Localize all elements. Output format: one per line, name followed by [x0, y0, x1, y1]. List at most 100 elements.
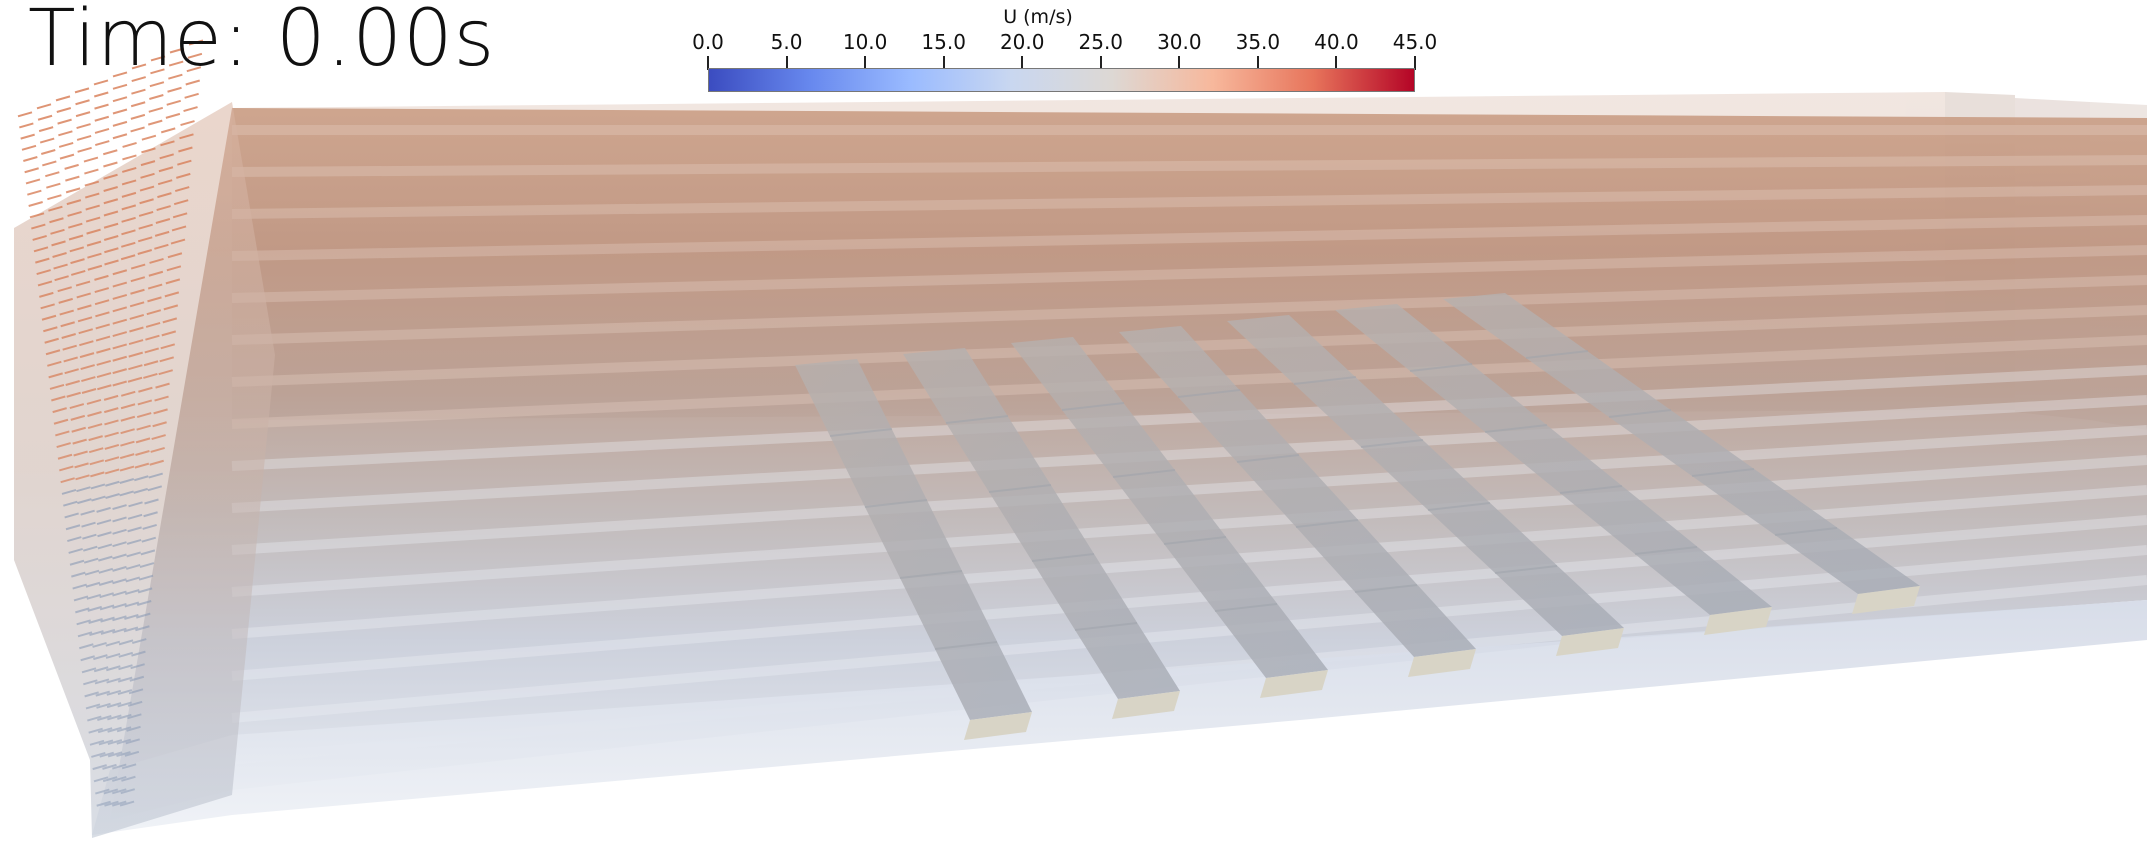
- inlet-velocity-arrow: [19, 122, 34, 129]
- inlet-velocity-arrow: [43, 326, 58, 333]
- plate-shade-line: [945, 415, 1009, 424]
- colorbar-title: U (m/s): [1003, 6, 1073, 28]
- inlet-velocity-arrow: [85, 216, 101, 223]
- inlet-velocity-arrow: [82, 533, 97, 540]
- inlet-velocity-arrow: [65, 380, 80, 386]
- inlet-velocity-arrow: [168, 73, 183, 80]
- inlet-velocity-arrow: [89, 630, 104, 637]
- inlet-velocity-arrow: [127, 700, 143, 707]
- inlet-velocity-arrow: [37, 280, 53, 287]
- inlet-velocity-arrow: [112, 281, 128, 288]
- inlet-velocity-arrow: [59, 309, 74, 316]
- inclined-plate: [1335, 304, 1772, 615]
- inlet-velocity-arrow: [150, 446, 165, 453]
- inlet-velocity-arrow: [70, 270, 86, 276]
- inlet-velocity-arrow: [112, 355, 127, 362]
- inlet-velocity-arrow: [97, 384, 112, 391]
- inlet-velocity-arrow: [21, 144, 37, 151]
- inlet-velocity-arrow: [120, 415, 136, 422]
- inlet-velocity-arrow: [66, 199, 82, 206]
- inlet-velocity-arrow: [95, 335, 111, 342]
- inlet-velocity-arrow: [17, 111, 33, 118]
- inlet-velocity-arrow: [103, 161, 118, 168]
- inlet-velocity-arrow: [48, 372, 63, 379]
- inlet-velocity-arrow: [97, 543, 113, 550]
- inlet-velocity-arrow: [83, 557, 99, 564]
- inlet-velocity-arrow: [158, 369, 173, 376]
- inlet-velocity-arrow: [144, 347, 160, 354]
- inlet-velocity-arrow: [129, 313, 145, 320]
- inlet-velocity-arrow: [50, 228, 65, 235]
- inlet-velocity-arrow: [39, 137, 55, 144]
- inlet-velocity-arrow: [100, 616, 115, 623]
- inlet-velocity-arrow: [96, 372, 112, 379]
- inlet-velocity-arrow: [135, 437, 151, 444]
- inlet-velocity-arrow: [96, 506, 111, 513]
- inlet-velocity-arrow: [166, 99, 181, 106]
- inlet-velocity-arrow: [27, 189, 42, 196]
- inlet-velocity-arrow: [45, 171, 60, 178]
- inlet-velocity-arrow: [119, 478, 135, 484]
- inlet-velocity-arrow: [58, 130, 73, 137]
- inlet-velocity-arrow: [140, 172, 155, 179]
- inlet-velocity-arrow: [134, 462, 150, 469]
- inlet-velocity-arrow: [69, 246, 85, 253]
- inlet-velocity-arrow: [99, 592, 114, 599]
- inlet-velocity-arrow: [168, 60, 184, 67]
- slice-layer-line: [231, 365, 2147, 471]
- inlet-velocity-arrow: [55, 430, 70, 437]
- inlet-velocity-arrow: [85, 204, 100, 211]
- inlet-velocity-arrow: [138, 574, 154, 581]
- inlet-velocity-arrow: [104, 247, 119, 254]
- inlet-velocity-arrow: [103, 235, 119, 241]
- inlet-velocity-arrow: [62, 344, 77, 351]
- inlet-velocity-arrow: [103, 222, 119, 229]
- slice-layer-line: [231, 395, 2147, 513]
- inlet-velocity-arrow: [97, 727, 113, 734]
- inlet-velocity-arrows: [17, 39, 204, 807]
- inlet-velocity-arrow: [94, 103, 109, 110]
- inlet-velocity-arrow: [138, 210, 154, 217]
- inlet-velocity-arrow: [112, 331, 128, 338]
- inlet-velocity-arrow: [24, 167, 39, 174]
- inlet-velocity-arrow: [135, 450, 150, 456]
- inlet-velocity-arrow: [112, 269, 128, 276]
- inlet-velocity-arrow: [169, 47, 185, 54]
- inlet-velocity-arrow: [167, 252, 183, 259]
- inlet-velocity-arrow: [166, 265, 182, 272]
- inlet-velocity-arrow: [107, 739, 123, 746]
- inlet-velocity-arrow: [86, 228, 101, 235]
- inlet-velocity-arrow: [119, 800, 135, 807]
- inclined-plate: [795, 359, 1032, 720]
- inlet-velocity-arrow: [131, 88, 146, 95]
- inlet-velocity-arrow: [77, 304, 92, 311]
- inlet-velocity-arrow: [119, 453, 135, 460]
- inlet-velocity-arrow: [136, 424, 151, 431]
- inlet-velocity-arrow: [124, 750, 140, 757]
- inlet-velocity-arrow: [133, 475, 149, 482]
- inlet-velocity-arrow: [179, 133, 194, 140]
- inlet-velocity-arrow: [73, 595, 89, 602]
- inlet-velocity-arrow: [96, 702, 111, 709]
- inlet-velocity-arrow: [68, 234, 84, 241]
- inlet-velocity-arrow: [67, 210, 82, 217]
- inlet-velocity-arrow: [176, 172, 191, 179]
- inlet-velocity-arrow: [112, 133, 128, 140]
- inlet-velocity-arrow: [75, 280, 91, 287]
- inlet-velocity-arrow: [112, 83, 128, 90]
- inlet-velocity-arrow: [147, 485, 163, 492]
- inlet-velocity-arrow: [104, 800, 119, 807]
- inlet-velocity-arrow: [117, 676, 133, 683]
- plate-shade-line: [1112, 469, 1176, 478]
- inlet-velocity-arrow: [125, 589, 140, 595]
- plate-shade-line: [1031, 553, 1095, 562]
- inlet-velocity-arrow: [127, 376, 143, 383]
- inlet-velocity-arrow: [70, 414, 86, 421]
- inlet-velocity-arrow: [137, 236, 153, 243]
- inlet-velocity-arrow: [149, 94, 164, 100]
- inlet-velocity-arrow: [94, 678, 110, 685]
- inlet-velocity-arrow: [111, 800, 127, 807]
- inlet-velocity-arrow: [105, 640, 121, 647]
- inlet-velocity-arrow: [165, 278, 181, 285]
- inlet-velocity-arrow: [158, 166, 174, 173]
